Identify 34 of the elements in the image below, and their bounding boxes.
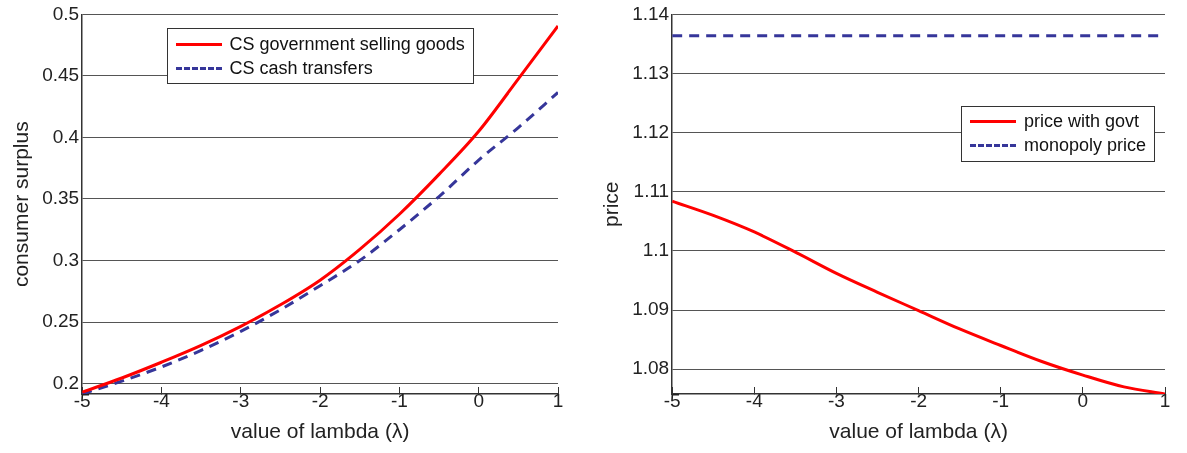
y-tick-label: 1.11: [633, 180, 670, 202]
legend-label: monopoly price: [1024, 135, 1147, 156]
y-tick-label: 1.12: [632, 120, 670, 142]
y-tick-label: 1.08: [632, 357, 670, 379]
x-tick-label: 1: [1159, 389, 1171, 411]
y-tick-label: 1.14: [632, 2, 670, 24]
legend-label: CS cash transfers: [229, 57, 373, 79]
x-tick-label: -4: [153, 389, 171, 411]
x-tick-label: 1: [552, 389, 564, 411]
y-tick-label: 0.35: [42, 187, 80, 209]
y-tick-label: 0.4: [52, 125, 80, 147]
x-tick-label: -3: [232, 389, 250, 411]
y-axis-title: price: [599, 181, 623, 227]
x-tick-label: -2: [910, 389, 928, 411]
x-axis-title: value of lambda (λ): [230, 419, 410, 443]
x-tick-label: 0: [1077, 389, 1089, 411]
x-tick-label: -2: [311, 389, 329, 411]
x-tick-label: 0: [473, 389, 484, 411]
x-tick-label: -1: [992, 389, 1010, 411]
y-tick-label: 1.1: [642, 239, 670, 261]
legend-label: CS government selling goods: [229, 33, 465, 55]
y-tick-label: 0.3: [52, 248, 80, 270]
y-tick-label: 0.45: [42, 64, 80, 86]
y-axis-title: consumer surplus: [9, 121, 33, 288]
x-tick-label: -5: [663, 389, 681, 411]
x-axis-title: value of lambda (λ): [829, 419, 1008, 443]
legend-label: price with govt: [1024, 111, 1140, 132]
y-tick-label: 1.13: [632, 61, 670, 83]
y-tick-label: 1.09: [632, 298, 670, 320]
y-tick-label: 0.25: [42, 310, 80, 332]
y-tick-label: 0.5: [52, 2, 80, 24]
x-tick-label: -3: [828, 389, 845, 411]
x-tick-label: -4: [745, 389, 764, 411]
x-tick-label: -1: [390, 389, 408, 411]
